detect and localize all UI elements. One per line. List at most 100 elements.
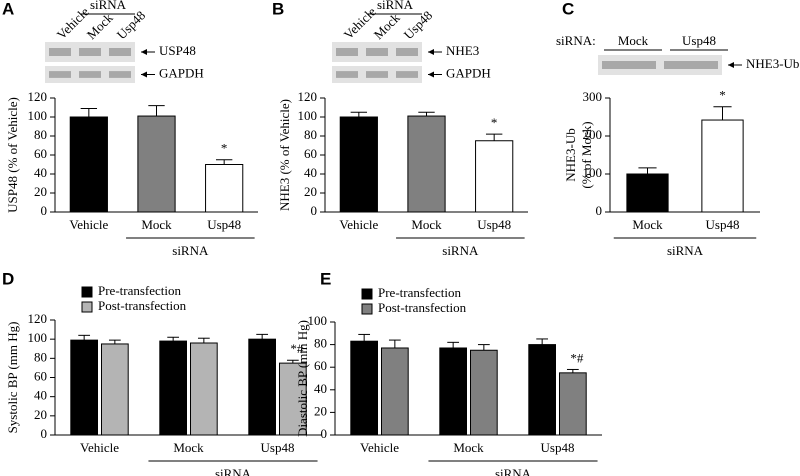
x-tick-label: Mock [141, 217, 172, 232]
bar [528, 344, 556, 436]
x-tick-label: Vehicle [360, 440, 399, 455]
x-tick-label: Mock [632, 217, 663, 232]
lane-label: Usp48 [682, 33, 716, 48]
y-tick-label: 120 [28, 89, 48, 104]
y-tick-label: 80 [34, 127, 47, 142]
y-axis-label: USP48 (% of Vehicle) [5, 97, 20, 213]
y-tick-label: 60 [314, 358, 327, 373]
blot-band [664, 61, 718, 69]
legend-label: Post-transfection [378, 300, 467, 315]
blot-band [79, 71, 101, 78]
blot-band [336, 48, 358, 56]
lane-label: Vehicle [341, 4, 379, 42]
blot-strip [598, 55, 722, 75]
bar [439, 347, 467, 436]
y-tick-label: 100 [28, 108, 48, 123]
x-tick-label: Mock [411, 217, 442, 232]
blot-band [49, 71, 71, 78]
bar [248, 338, 277, 436]
bar [350, 340, 378, 436]
y-tick-label: 20 [34, 184, 47, 199]
band-label: NHE3-Ub [746, 56, 799, 71]
x-tick-label: Vehicle [69, 217, 108, 232]
y-tick-label: 0 [41, 203, 48, 218]
blot-header: siRNA: [556, 33, 596, 48]
y-tick-label: 60 [304, 146, 317, 161]
y-tick-label: 100 [28, 330, 48, 345]
y-tick-label: 200 [583, 127, 603, 142]
blot-header: siRNA [90, 0, 127, 12]
arrow-head [728, 62, 734, 68]
lane-label: Usp48 [114, 8, 149, 43]
significance-mark: *# [290, 341, 304, 356]
x-tick-label: Usp48 [477, 217, 511, 232]
panel-label: D [2, 269, 14, 288]
y-axis-label: NHE3 (% of Vehicle) [277, 99, 292, 211]
legend-label: Post-transfection [98, 298, 187, 313]
y-tick-label: 300 [583, 89, 603, 104]
y-tick-label: 20 [304, 184, 317, 199]
significance-mark: * [491, 115, 498, 130]
blot-band [396, 48, 418, 56]
group-label: siRNA [442, 243, 479, 258]
arrow-head [141, 71, 147, 78]
legend-label: Pre-transfection [98, 283, 182, 298]
y-tick-label: 40 [304, 165, 317, 180]
y-tick-label: 0 [311, 203, 318, 218]
panel-label: B [272, 0, 284, 18]
blot-band [109, 48, 131, 56]
arrow-head [428, 49, 434, 55]
y-tick-label: 100 [308, 313, 328, 328]
y-tick-label: 120 [28, 311, 48, 326]
significance-mark: *# [570, 350, 584, 365]
y-tick-label: 100 [298, 108, 318, 123]
lane-label: Vehicle [54, 4, 92, 42]
y-tick-label: 80 [34, 349, 47, 364]
panel-label: C [562, 0, 574, 18]
legend-swatch [361, 303, 373, 315]
group-label: siRNA [215, 466, 252, 476]
y-tick-label: 20 [34, 407, 47, 422]
y-tick-label: 40 [34, 165, 47, 180]
bar [626, 173, 669, 213]
lane-label: Usp48 [401, 8, 436, 43]
lane-label: Mock [618, 33, 649, 48]
significance-mark: * [221, 141, 228, 156]
y-tick-label: 0 [596, 203, 603, 218]
y-tick-label: 60 [34, 368, 47, 383]
x-tick-label: Vehicle [339, 217, 378, 232]
blot-band [366, 48, 388, 56]
bar [279, 362, 307, 436]
bar [407, 115, 446, 213]
y-tick-label: 0 [321, 426, 328, 441]
legend-label: Pre-transfection [378, 285, 462, 300]
x-tick-label: Mock [453, 440, 484, 455]
legend-swatch [361, 288, 373, 300]
group-label: siRNA [667, 243, 704, 258]
blot-band [396, 71, 418, 78]
arrow-head [428, 71, 434, 78]
y-tick-label: 20 [314, 403, 327, 418]
blot-header: siRNA [377, 0, 414, 12]
bar [137, 115, 176, 213]
y-tick-label: 40 [34, 388, 47, 403]
legend-swatch [81, 286, 93, 298]
bar [475, 140, 514, 213]
blot-band [79, 48, 101, 56]
blot-band [336, 71, 358, 78]
y-axis-label: (% of Mock) [579, 121, 594, 188]
blot-band [366, 71, 388, 78]
y-axis-label: Diastolic BP (mm Hg) [295, 320, 310, 437]
band-label: USP48 [159, 43, 196, 58]
group-label: siRNA [495, 466, 532, 476]
bar [205, 164, 244, 213]
blot-band [109, 71, 131, 78]
x-tick-label: Usp48 [261, 440, 295, 455]
y-tick-label: 80 [304, 127, 317, 142]
bar [559, 372, 587, 436]
bar [69, 116, 108, 213]
y-tick-label: 100 [583, 165, 603, 180]
bar [470, 349, 498, 436]
bar [159, 340, 188, 436]
bar [190, 342, 218, 436]
